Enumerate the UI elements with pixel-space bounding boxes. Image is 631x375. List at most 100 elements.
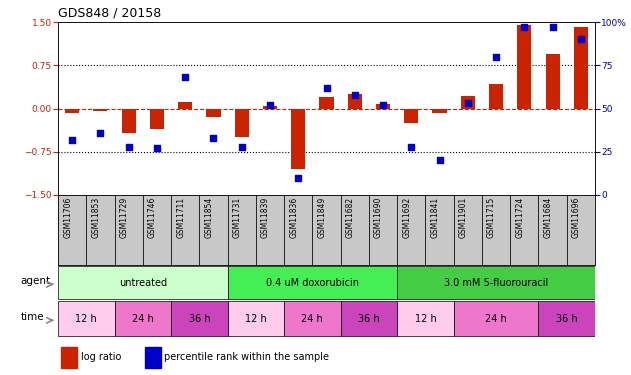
- Bar: [150, 108, 164, 129]
- Bar: [461, 96, 475, 108]
- Point: [180, 74, 190, 80]
- Bar: [517, 25, 531, 108]
- Bar: [235, 108, 249, 137]
- Text: agent: agent: [20, 276, 50, 286]
- Bar: [206, 108, 220, 117]
- Text: GSM11853: GSM11853: [91, 197, 100, 238]
- Text: GSM11746: GSM11746: [148, 197, 157, 238]
- Bar: [171, 195, 199, 265]
- Text: GSM11729: GSM11729: [120, 197, 129, 238]
- Bar: [263, 106, 277, 108]
- Bar: [61, 347, 77, 368]
- Point: [350, 92, 360, 98]
- Bar: [291, 108, 305, 169]
- Text: log ratio: log ratio: [81, 352, 121, 363]
- Text: GDS848 / 20158: GDS848 / 20158: [58, 7, 162, 20]
- Text: untreated: untreated: [119, 278, 167, 288]
- Text: GSM11692: GSM11692: [403, 197, 411, 238]
- Point: [265, 102, 275, 108]
- Text: 0.4 uM doxorubicin: 0.4 uM doxorubicin: [266, 278, 359, 288]
- Text: GSM11682: GSM11682: [346, 197, 355, 238]
- Bar: [489, 84, 503, 108]
- Point: [576, 36, 586, 42]
- Bar: [567, 195, 595, 265]
- Text: 36 h: 36 h: [556, 314, 577, 324]
- Bar: [228, 195, 256, 265]
- Bar: [114, 195, 143, 265]
- Text: 24 h: 24 h: [132, 314, 154, 324]
- Bar: [65, 108, 80, 112]
- Bar: [143, 195, 171, 265]
- Text: 36 h: 36 h: [358, 314, 380, 324]
- Text: percentile rank within the sample: percentile rank within the sample: [165, 352, 329, 363]
- Bar: [319, 97, 334, 108]
- Bar: [58, 266, 228, 299]
- Text: 12 h: 12 h: [245, 314, 267, 324]
- Bar: [397, 266, 595, 299]
- Bar: [454, 301, 538, 336]
- Text: 36 h: 36 h: [189, 314, 210, 324]
- Point: [95, 130, 105, 136]
- Bar: [369, 195, 397, 265]
- Bar: [228, 266, 397, 299]
- Point: [548, 24, 558, 30]
- Bar: [376, 105, 390, 108]
- Point: [491, 54, 501, 60]
- Point: [152, 145, 162, 151]
- Text: GSM11711: GSM11711: [176, 197, 185, 238]
- Bar: [546, 54, 560, 108]
- Bar: [397, 195, 425, 265]
- Bar: [404, 108, 418, 123]
- Bar: [114, 301, 171, 336]
- Bar: [58, 195, 86, 265]
- Point: [321, 85, 331, 91]
- Bar: [348, 94, 362, 108]
- Bar: [171, 301, 228, 336]
- Bar: [93, 108, 107, 111]
- Bar: [145, 347, 161, 368]
- Point: [435, 158, 445, 164]
- Bar: [538, 195, 567, 265]
- Text: GSM11696: GSM11696: [572, 197, 581, 238]
- Text: GSM11836: GSM11836: [289, 197, 298, 238]
- Point: [67, 136, 77, 142]
- Bar: [454, 195, 482, 265]
- Point: [519, 24, 529, 30]
- Bar: [199, 195, 228, 265]
- Bar: [86, 195, 114, 265]
- Bar: [58, 301, 114, 336]
- Text: GSM11731: GSM11731: [233, 197, 242, 238]
- Bar: [341, 301, 397, 336]
- Bar: [432, 108, 447, 113]
- Bar: [397, 301, 454, 336]
- Bar: [284, 195, 312, 265]
- Point: [463, 100, 473, 106]
- Bar: [574, 27, 588, 108]
- Point: [124, 144, 134, 150]
- Text: GSM11684: GSM11684: [543, 197, 553, 238]
- Text: 24 h: 24 h: [302, 314, 323, 324]
- Text: GSM11841: GSM11841: [430, 197, 440, 238]
- Bar: [482, 195, 510, 265]
- Point: [406, 144, 416, 150]
- Point: [237, 144, 247, 150]
- Text: GSM11839: GSM11839: [261, 197, 270, 238]
- Text: 24 h: 24 h: [485, 314, 507, 324]
- Point: [293, 175, 304, 181]
- Bar: [256, 195, 284, 265]
- Text: 12 h: 12 h: [75, 314, 97, 324]
- Bar: [425, 195, 454, 265]
- Bar: [538, 301, 595, 336]
- Text: GSM11706: GSM11706: [63, 197, 72, 238]
- Point: [208, 135, 218, 141]
- Text: GSM11690: GSM11690: [374, 197, 383, 238]
- Text: GSM11724: GSM11724: [516, 197, 524, 238]
- Text: GSM11849: GSM11849: [317, 197, 326, 238]
- Bar: [122, 108, 136, 133]
- Text: GSM11901: GSM11901: [459, 197, 468, 238]
- Text: time: time: [20, 312, 44, 322]
- Bar: [312, 195, 341, 265]
- Text: GSM11715: GSM11715: [487, 197, 496, 238]
- Point: [378, 102, 388, 108]
- Bar: [510, 195, 538, 265]
